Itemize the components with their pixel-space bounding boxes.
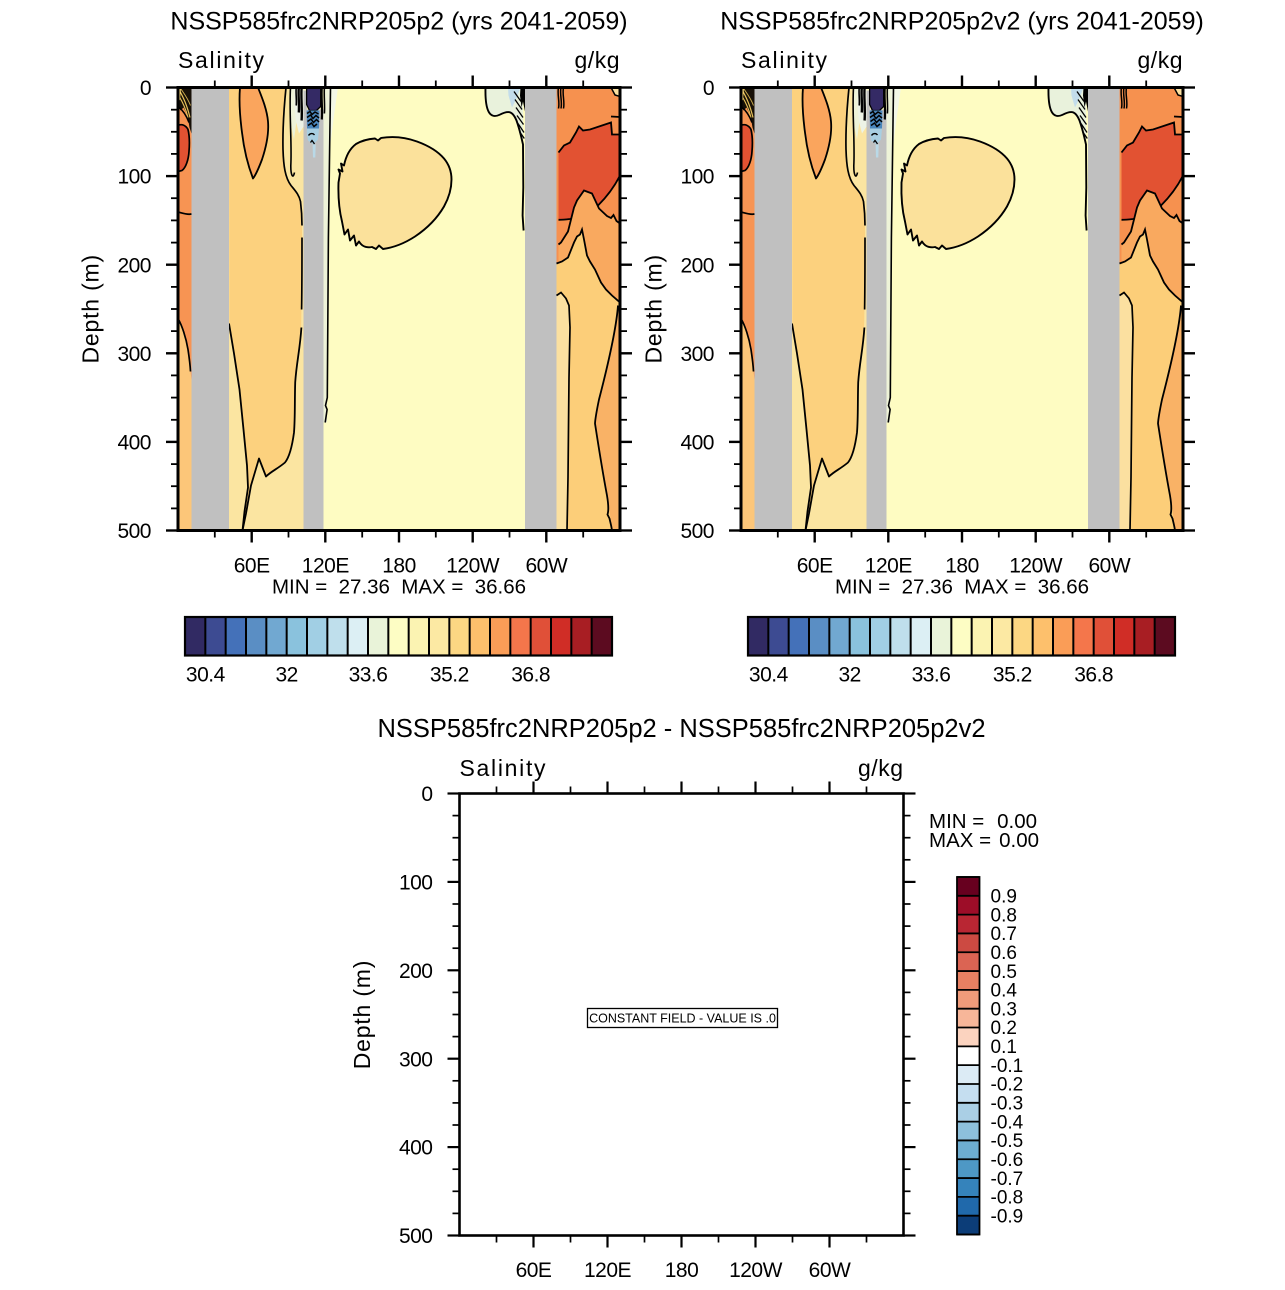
svg-text:MIN = 27.36 MAX = 36.66: MIN = 27.36 MAX = 36.66: [835, 576, 1089, 599]
svg-text:g/kg: g/kg: [1138, 47, 1183, 73]
svg-text:0.1: 0.1: [991, 1037, 1017, 1058]
svg-text:-0.8: -0.8: [991, 1188, 1024, 1209]
svg-text:120E: 120E: [865, 555, 913, 578]
svg-text:0: 0: [421, 783, 432, 806]
svg-text:0.3: 0.3: [991, 999, 1017, 1020]
svg-text:60E: 60E: [516, 1259, 552, 1282]
svg-text:-0.9: -0.9: [991, 1206, 1024, 1227]
svg-text:MIN = 27.36 MAX = 36.66: MIN = 27.36 MAX = 36.66: [272, 576, 526, 599]
svg-text:120E: 120E: [584, 1259, 632, 1282]
svg-text:36.8: 36.8: [511, 664, 550, 687]
svg-text:300: 300: [117, 343, 151, 366]
svg-text:60W: 60W: [809, 1259, 851, 1282]
svg-text:500: 500: [680, 520, 714, 543]
svg-text:0.9: 0.9: [991, 887, 1017, 908]
svg-text:36.8: 36.8: [1074, 664, 1113, 687]
svg-text:100: 100: [117, 166, 151, 189]
svg-text:0.00: 0.00: [999, 829, 1039, 852]
svg-text:0.00: 0.00: [997, 810, 1037, 833]
svg-text:0.6: 0.6: [991, 943, 1017, 964]
svg-text:Depth (m): Depth (m): [78, 254, 104, 363]
svg-text:60W: 60W: [525, 555, 567, 578]
svg-text:-0.1: -0.1: [991, 1056, 1024, 1077]
svg-text:0: 0: [140, 77, 151, 100]
svg-text:120W: 120W: [1009, 555, 1063, 578]
svg-text:-0.2: -0.2: [991, 1075, 1024, 1096]
svg-text:Depth (m): Depth (m): [641, 254, 667, 363]
svg-text:g/kg: g/kg: [858, 755, 903, 781]
svg-text:35.2: 35.2: [430, 664, 469, 687]
svg-text:MIN =: MIN =: [929, 810, 984, 833]
svg-text:400: 400: [680, 432, 714, 455]
svg-text:MAX =: MAX =: [929, 829, 991, 852]
svg-text:33.6: 33.6: [349, 664, 388, 687]
svg-text:300: 300: [680, 343, 714, 366]
svg-text:32: 32: [275, 664, 297, 687]
svg-text:Salinity: Salinity: [741, 47, 829, 73]
svg-text:NSSP585frc2NRP205p2 (yrs 2041-: NSSP585frc2NRP205p2 (yrs 2041-2059): [170, 8, 627, 36]
svg-text:NSSP585frc2NRP205p2 - NSSP585f: NSSP585frc2NRP205p2 - NSSP585frc2NRP205p…: [377, 715, 985, 743]
svg-text:-0.6: -0.6: [991, 1150, 1024, 1171]
svg-text:200: 200: [399, 960, 433, 983]
svg-text:180: 180: [665, 1259, 699, 1282]
svg-text:60E: 60E: [234, 555, 270, 578]
svg-text:180: 180: [382, 555, 416, 578]
svg-text:300: 300: [399, 1048, 433, 1071]
svg-text:0.2: 0.2: [991, 1018, 1017, 1039]
svg-text:180: 180: [945, 555, 979, 578]
svg-text:-0.5: -0.5: [991, 1131, 1024, 1152]
svg-text:32: 32: [838, 664, 860, 687]
svg-text:0.4: 0.4: [991, 981, 1018, 1002]
svg-text:Depth (m): Depth (m): [349, 960, 375, 1069]
svg-text:60W: 60W: [1088, 555, 1130, 578]
svg-text:100: 100: [399, 872, 433, 895]
svg-text:-0.7: -0.7: [991, 1169, 1024, 1190]
svg-text:30.4: 30.4: [186, 664, 226, 687]
svg-text:500: 500: [399, 1225, 433, 1248]
svg-text:CONSTANT FIELD - VALUE IS .0: CONSTANT FIELD - VALUE IS .0: [589, 1012, 776, 1026]
svg-text:NSSP585frc2NRP205p2v2 (yrs 204: NSSP585frc2NRP205p2v2 (yrs 2041-2059): [720, 8, 1204, 36]
svg-text:120W: 120W: [446, 555, 500, 578]
svg-text:0.7: 0.7: [991, 924, 1017, 945]
svg-text:200: 200: [117, 254, 151, 277]
svg-text:400: 400: [399, 1137, 433, 1160]
svg-text:30.4: 30.4: [749, 664, 789, 687]
svg-text:Salinity: Salinity: [178, 47, 266, 73]
svg-text:-0.3: -0.3: [991, 1093, 1024, 1114]
svg-text:120E: 120E: [302, 555, 350, 578]
svg-text:60E: 60E: [797, 555, 833, 578]
svg-text:Salinity: Salinity: [460, 755, 548, 781]
svg-text:g/kg: g/kg: [575, 47, 620, 73]
svg-text:500: 500: [117, 520, 151, 543]
svg-text:200: 200: [680, 254, 714, 277]
svg-text:120W: 120W: [729, 1259, 783, 1282]
svg-text:0: 0: [703, 77, 714, 100]
svg-text:400: 400: [117, 432, 151, 455]
svg-text:33.6: 33.6: [912, 664, 951, 687]
svg-text:100: 100: [680, 166, 714, 189]
svg-text:0.5: 0.5: [991, 962, 1017, 983]
svg-text:0.8: 0.8: [991, 905, 1017, 926]
svg-text:-0.4: -0.4: [991, 1112, 1024, 1133]
svg-text:35.2: 35.2: [993, 664, 1032, 687]
